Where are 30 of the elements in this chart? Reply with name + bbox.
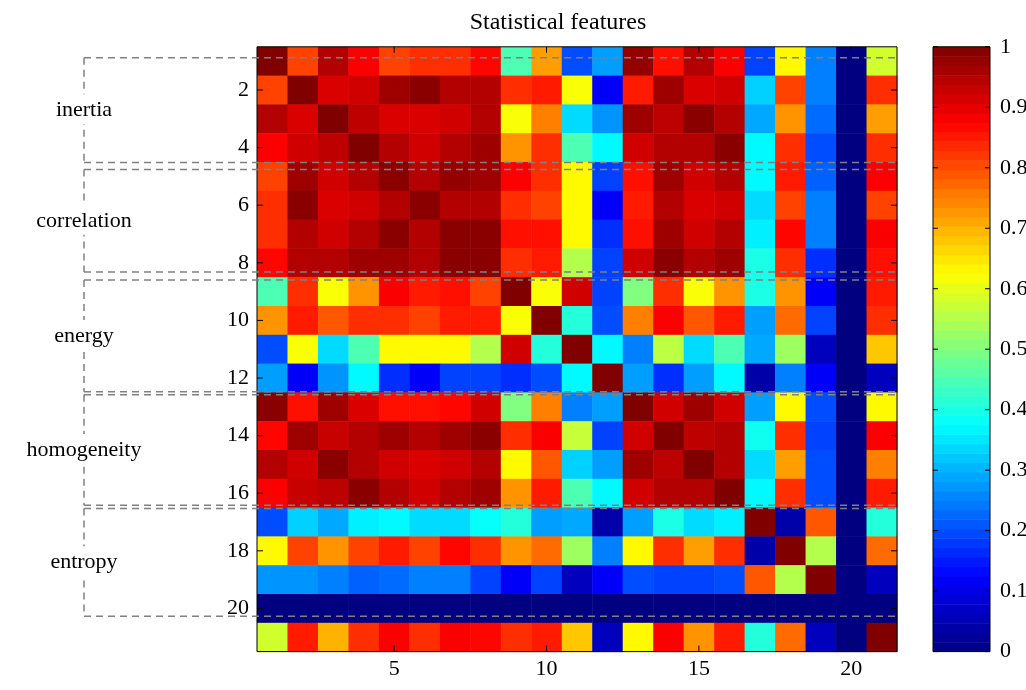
text: entropy xyxy=(50,548,118,574)
color-bar-label: 0.3 xyxy=(1000,455,1026,481)
x-tick-label: 5 xyxy=(388,654,400,680)
color-bar-label: 1 xyxy=(1000,32,1011,58)
text: homogeneity xyxy=(26,435,142,461)
x-tick-label: 20 xyxy=(840,654,863,680)
color-bar-label: 0.6 xyxy=(1000,274,1026,300)
y-tick-label: 16 xyxy=(227,478,249,504)
y-tick-label: 18 xyxy=(227,536,249,562)
color-bar-label: 0.9 xyxy=(1000,93,1026,119)
y-tick-label: 12 xyxy=(227,363,249,389)
y-tick-label: 14 xyxy=(227,421,249,447)
color-bar-label: 0.1 xyxy=(1000,576,1026,602)
text: energy xyxy=(54,321,114,347)
y-tick-label: 20 xyxy=(227,594,249,620)
text: correlation xyxy=(36,206,132,232)
x-tick-label: 10 xyxy=(535,654,558,680)
color-bar-label: 0 xyxy=(1000,637,1011,663)
color-bar-label: 0.8 xyxy=(1000,153,1026,179)
color-bar-label: 0.7 xyxy=(1000,214,1026,240)
color-bar-label: 0.2 xyxy=(1000,516,1026,542)
color-bar-label: 0.5 xyxy=(1000,334,1026,360)
x-tick-label: 15 xyxy=(687,654,710,680)
y-tick-label: 8 xyxy=(238,248,249,274)
text: inertia xyxy=(55,95,113,121)
chart-title: Statistical features xyxy=(469,7,647,34)
y-tick-label: 6 xyxy=(238,190,249,216)
y-tick-label: 2 xyxy=(238,75,249,101)
y-tick-label: 10 xyxy=(227,306,249,332)
y-tick-label: 4 xyxy=(238,133,249,159)
